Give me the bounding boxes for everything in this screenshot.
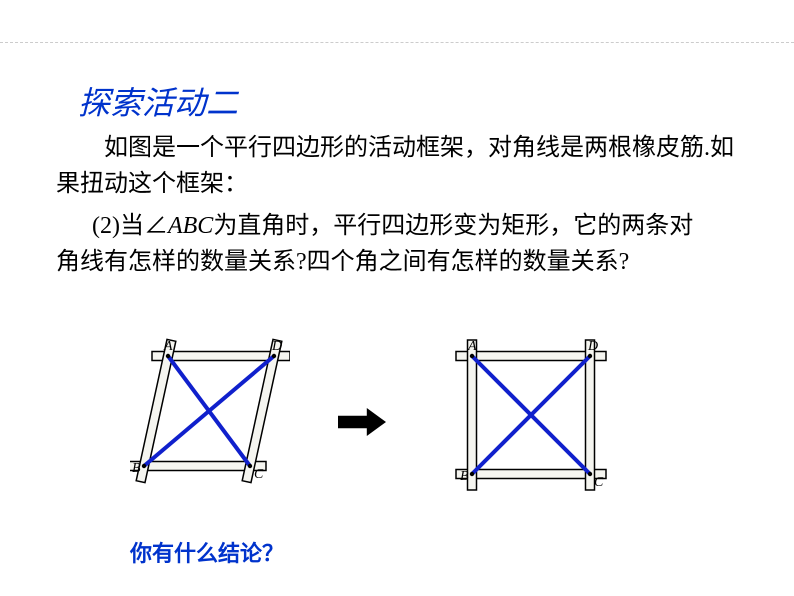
svg-text:D: D (587, 339, 598, 354)
svg-text:D: D (271, 339, 282, 354)
svg-text:B: B (460, 469, 469, 484)
svg-text:B: B (132, 461, 141, 476)
svg-text:A: A (163, 339, 173, 354)
svg-text:C: C (254, 467, 264, 482)
svg-text:C: C (594, 475, 604, 490)
paragraph-2: (2)当∠ABC为直角时，平行四边形变为矩形，它的两条对角线有怎样的数量关系?四… (56, 208, 696, 280)
diagram-area: A B C D A B C D (130, 338, 670, 518)
divider-line (0, 42, 794, 43)
parallelogram-diagram: A B C D (130, 338, 290, 498)
paragraph-1: 如图是一个平行四边形的活动框架，对角线是两根橡皮筋.如果扭动这个框架： (56, 130, 736, 202)
section-title: 探索活动二 (78, 78, 238, 124)
rectangle-diagram: A B C D (450, 338, 610, 498)
conclusion-question: 你有什么结论？ (130, 536, 284, 568)
svg-text:A: A (467, 339, 477, 354)
para2-abc: ABC (168, 213, 213, 239)
arrow-icon (338, 408, 386, 436)
para2-prefix: (2)当∠ (92, 213, 168, 239)
